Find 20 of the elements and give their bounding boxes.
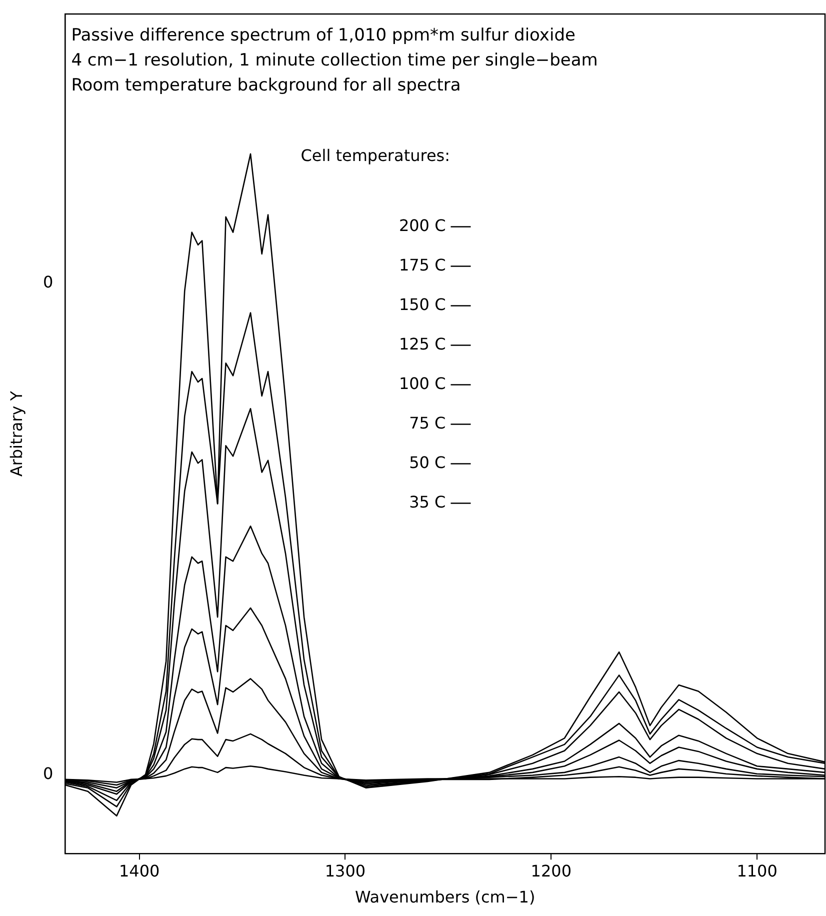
text: 0 [43, 764, 54, 783]
text: 4 cm−1 resolution, 1 minute collection time per single−beam [71, 50, 598, 70]
x-tick-label: 1100 [736, 861, 778, 880]
legend-label: 100 C [398, 374, 446, 393]
text: 0 [43, 272, 54, 292]
x-tick-label: 1200 [530, 861, 572, 880]
legend-label: 75 C [409, 413, 446, 432]
legend-title: Cell temperatures: [300, 146, 450, 165]
legend-label: 200 C [398, 216, 446, 235]
text: Room temperature background for all spectra [71, 75, 461, 96]
legend-label: 175 C [398, 255, 446, 274]
legend-label: 150 C [398, 294, 446, 314]
x-tick-label: 1300 [324, 861, 366, 880]
y-axis-title: Arbitrary Y [6, 390, 26, 477]
legend-label: 125 C [398, 334, 446, 354]
x-tick-label: 1400 [118, 861, 160, 880]
text: Passive difference spectrum of 1,010 ppm*m sulfur dioxide [71, 25, 576, 46]
legend-label: 50 C [409, 452, 446, 472]
x-axis-title: Wavenumbers (cm−1) [354, 888, 536, 907]
legend-label: 35 C [409, 492, 446, 512]
